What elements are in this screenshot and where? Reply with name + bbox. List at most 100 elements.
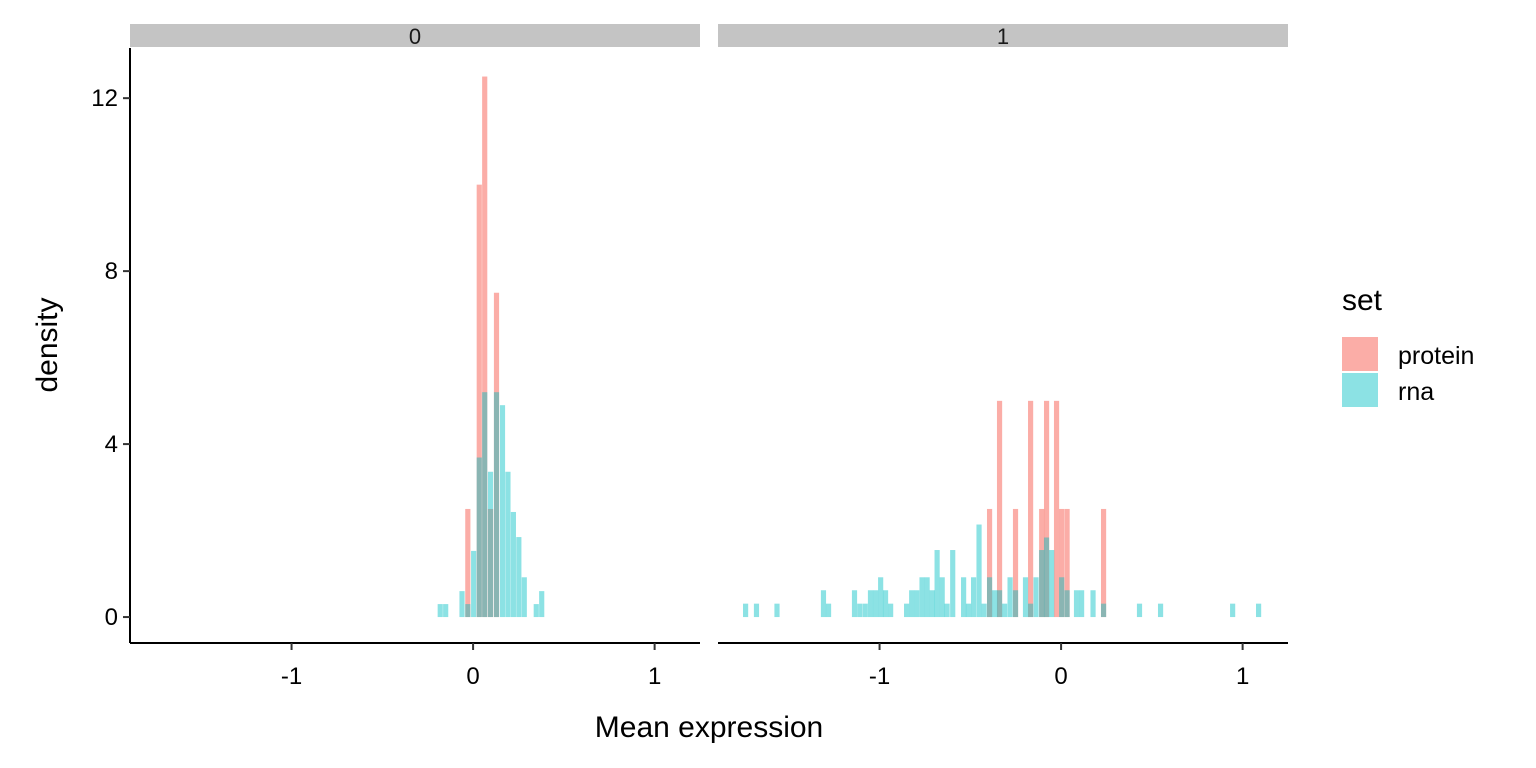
bar-rna — [857, 603, 863, 618]
bar-rna — [753, 603, 760, 618]
facet-panel-1: 1 -1 0 1 — [718, 24, 1288, 690]
bar-protein — [1043, 400, 1050, 618]
bar-rna — [992, 590, 998, 618]
bar-rna — [820, 590, 827, 618]
bar-protein — [482, 76, 488, 618]
bar-rna — [1136, 603, 1143, 618]
bar-protein — [996, 400, 1003, 618]
y-axis-title: density — [31, 297, 64, 392]
bar-rna — [1033, 577, 1039, 618]
legend-title: set — [1342, 284, 1383, 317]
bar-rna — [961, 577, 967, 618]
bar-rna — [1059, 577, 1065, 618]
x-tick-label: 0 — [1054, 663, 1067, 690]
bar-rna — [1028, 603, 1034, 618]
bar-protein — [1028, 400, 1034, 618]
bar-protein — [1012, 508, 1019, 618]
bar-rna — [1090, 590, 1096, 618]
bar-rna — [774, 603, 780, 618]
facet-strip — [130, 24, 700, 47]
bar-protein — [1064, 508, 1070, 618]
bar-protein — [476, 184, 482, 618]
bar-rna — [1007, 577, 1013, 618]
bar-rna — [539, 591, 545, 618]
bar-rna — [981, 603, 987, 618]
bar-rna — [1157, 603, 1164, 618]
y-tick-label: 12 — [91, 85, 118, 112]
bar-rna — [986, 577, 993, 618]
bar-rna — [437, 604, 443, 618]
bar-rna — [872, 590, 879, 618]
bar-rna — [510, 511, 516, 618]
bar-protein — [986, 508, 993, 618]
bar-rna — [499, 405, 506, 618]
bar-rna — [471, 550, 477, 618]
bar-rna — [476, 457, 482, 618]
bar-rna — [521, 577, 527, 618]
bar-rna — [878, 577, 884, 618]
x-axis-title: Mean expression — [595, 711, 823, 744]
bar-protein — [493, 292, 500, 618]
bar-rna — [965, 603, 972, 618]
bar-rna — [1043, 537, 1050, 618]
bar-rna — [825, 603, 832, 618]
bar-protein — [1039, 508, 1045, 618]
bar-rna — [919, 577, 925, 618]
bar-rna — [909, 590, 915, 618]
bar-rna — [924, 577, 930, 618]
bar-rna — [1064, 590, 1070, 618]
bar-rna — [934, 550, 940, 618]
bar-rna — [1100, 603, 1107, 618]
bar-rna — [743, 603, 749, 618]
bar-rna — [939, 577, 945, 618]
facet-strip-label: 1 — [997, 24, 1009, 49]
bar-rna — [904, 603, 910, 618]
bar-rna — [482, 392, 488, 618]
x-tick-label: -1 — [869, 663, 890, 690]
legend-label-rna: rna — [1398, 378, 1434, 406]
bar-rna — [862, 603, 868, 618]
x-tick-label: -1 — [281, 663, 302, 690]
bar-rna — [1022, 577, 1029, 618]
y-tick-label: 8 — [105, 258, 118, 285]
bar-rna — [1230, 603, 1236, 618]
y-tick-label: 4 — [105, 431, 118, 458]
bar-rna — [914, 590, 920, 618]
bar-rna — [1073, 590, 1080, 618]
bar-rna — [505, 471, 511, 618]
bar-rna — [851, 590, 858, 618]
bar-rna — [487, 471, 494, 618]
bar-protein — [465, 508, 471, 618]
bar-rna — [1049, 550, 1055, 618]
bar-rna — [1079, 590, 1085, 618]
bar-protein — [487, 508, 494, 618]
facet-strip-label: 0 — [409, 24, 421, 49]
bar-rna — [867, 590, 874, 618]
bar-rna — [516, 537, 522, 618]
bar-rna — [996, 590, 1003, 618]
bar-rna — [971, 577, 977, 618]
bar-protein — [1059, 508, 1065, 618]
legend-key-protein — [1342, 337, 1378, 371]
legend: set protein rna — [1342, 284, 1474, 407]
bar-rna — [459, 591, 465, 618]
bar-rna — [882, 590, 889, 618]
bar-rna — [493, 392, 500, 618]
y-tick-label: 0 — [105, 604, 118, 631]
legend-label-protein: protein — [1398, 342, 1474, 370]
facet-strip — [718, 24, 1288, 47]
bar-rna — [976, 524, 982, 618]
bar-rna — [1039, 550, 1045, 618]
x-tick-label: 0 — [466, 663, 479, 690]
bar-rna — [1256, 603, 1262, 618]
facet-panel-0: 0 -1 0 1 0 4 8 12 — [91, 24, 700, 690]
bar-rna — [465, 604, 471, 618]
bar-protein — [1053, 400, 1060, 618]
bar-rna — [1012, 590, 1019, 618]
bar-protein — [1100, 508, 1107, 618]
bar-rna — [443, 604, 449, 618]
bar-rna — [929, 590, 935, 618]
bar-rna — [1002, 603, 1008, 618]
bar-rna — [533, 604, 539, 618]
